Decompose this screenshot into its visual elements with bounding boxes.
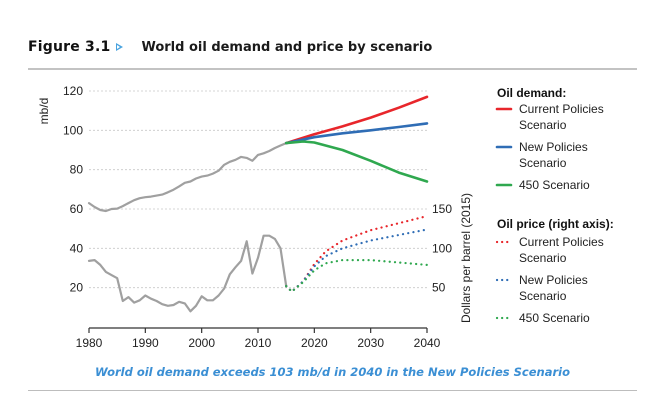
legend-item: Current Policies Scenario	[495, 102, 604, 132]
y-axis-title-right: Dollars per barrel (2015)	[459, 193, 473, 323]
gridlines	[89, 90, 427, 289]
x-tick-label: 2020	[301, 336, 328, 350]
series-line-oil-price-450-scenario	[285, 259, 429, 293]
y-tick-label-left: 20	[70, 281, 84, 295]
top-divider	[28, 68, 637, 70]
x-tick-label: 2000	[188, 336, 215, 350]
legend-label: Current Policies	[519, 235, 604, 249]
figure-caption: World oil demand exceeds 103 mb/d in 204…	[95, 365, 570, 379]
y-tick-label-right: 150	[432, 202, 452, 216]
series-line-oil-price-current-policies-scenario	[285, 215, 429, 293]
series-line-oil-demand-historical-	[87, 142, 288, 213]
legend-label: Scenario	[519, 156, 567, 170]
legend-item: 450 Scenario	[495, 311, 590, 325]
legend-item: New Policies Scenario	[495, 273, 588, 303]
y-tick-label-right: 50	[432, 281, 446, 295]
x-tick-label: 1990	[132, 336, 159, 350]
y-tick-label-left: 60	[70, 202, 84, 216]
y-tick-label-left: 80	[70, 163, 84, 177]
legend-heading-price: Oil price (right axis):	[497, 217, 614, 231]
y-tick-label-left: 120	[63, 84, 83, 98]
bottom-divider	[28, 390, 637, 391]
legend-label: 450 Scenario	[519, 311, 590, 325]
legend-label: 450 Scenario	[519, 178, 590, 192]
series-line-oil-demand-current-policies-scenario	[284, 95, 429, 145]
legend-label: Scenario	[519, 251, 567, 265]
series-line-oil-price-historical-	[87, 234, 288, 313]
legend-heading-demand: Oil demand:	[497, 86, 566, 100]
x-tick-label: 2040	[414, 336, 441, 350]
legend-label: New Policies	[519, 140, 588, 154]
y-axis-title-left: mb/d	[37, 98, 51, 125]
figure-number: Figure 3.1	[28, 39, 111, 55]
series-line-oil-demand-new-policies-scenario	[284, 122, 429, 145]
legend-item: New Policies Scenario	[495, 140, 588, 170]
y-tick-label-left: 40	[70, 241, 84, 255]
legend-item: Current Policies Scenario	[495, 235, 604, 265]
y-tick-label-left: 100	[63, 123, 83, 137]
legend-label: Scenario	[519, 289, 567, 303]
legend-label: New Policies	[519, 273, 588, 287]
play-arrow-icon	[116, 43, 124, 51]
legend-label: Current Policies	[519, 102, 604, 116]
legend-label: Scenario	[519, 118, 567, 132]
figure-header: Figure 3.1 World oil demand and price by…	[28, 37, 432, 57]
y-tick-label-right: 100	[432, 241, 452, 255]
x-tick-label: 2010	[245, 336, 272, 350]
figure-title: World oil demand and price by scenario	[141, 39, 433, 55]
legend-item: 450 Scenario	[495, 178, 590, 192]
series-line-oil-price-new-policies-scenario	[285, 228, 429, 293]
series-line-oil-demand-450-scenario	[284, 140, 429, 183]
x-tick-label: 2030	[357, 336, 384, 350]
series-lines	[87, 95, 429, 313]
x-tick-label: 1980	[76, 336, 103, 350]
